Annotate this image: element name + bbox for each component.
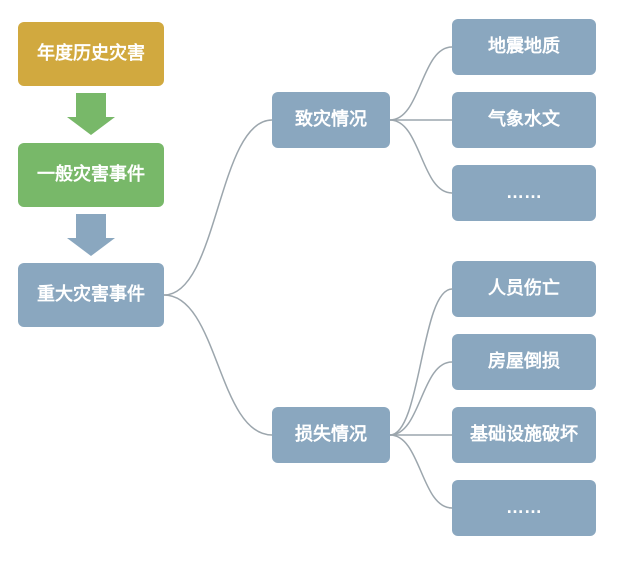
node-n1: 年度历史灾害 — [18, 22, 164, 86]
node-n2: 一般灾害事件 — [18, 143, 164, 207]
node-n6: 地震地质 — [452, 19, 596, 75]
node-n12: …… — [452, 480, 596, 536]
node-n8: …… — [452, 165, 596, 221]
edge-n4-n8 — [390, 120, 452, 193]
node-n10: 房屋倒损 — [452, 334, 596, 390]
arrow-a1 — [67, 93, 115, 135]
edge-n5-n9 — [390, 289, 452, 435]
node-n11: 基础设施破坏 — [452, 407, 596, 463]
node-n7: 气象水文 — [452, 92, 596, 148]
edge-n5-n12 — [390, 435, 452, 508]
edge-n4-n6 — [390, 47, 452, 120]
node-n3: 重大灾害事件 — [18, 263, 164, 327]
edge-n3-n4 — [164, 120, 272, 295]
node-n4: 致灾情况 — [272, 92, 390, 148]
edge-n5-n10 — [390, 362, 452, 435]
node-n9: 人员伤亡 — [452, 261, 596, 317]
node-n5: 损失情况 — [272, 407, 390, 463]
arrow-a2 — [67, 214, 115, 256]
edge-n3-n5 — [164, 295, 272, 435]
